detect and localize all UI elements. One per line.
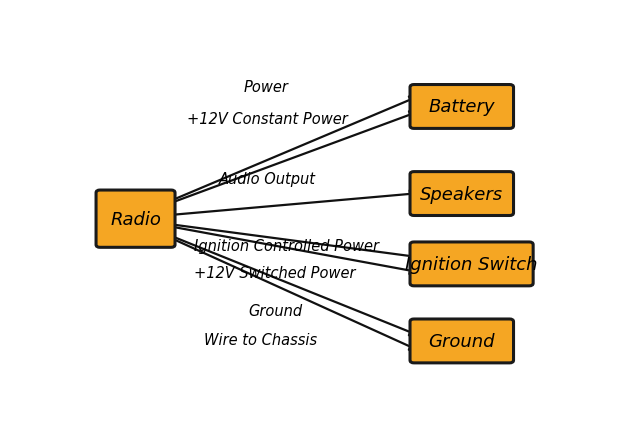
Text: Ground: Ground [429,332,495,350]
Text: Battery: Battery [429,98,495,116]
FancyBboxPatch shape [410,172,513,216]
FancyBboxPatch shape [96,191,175,248]
Text: Radio: Radio [110,210,161,228]
FancyBboxPatch shape [410,319,513,363]
Text: Audio Output: Audio Output [219,171,316,187]
Text: Ignition Controlled Power: Ignition Controlled Power [194,238,379,253]
Text: +12V Constant Power: +12V Constant Power [187,112,348,126]
Text: +12V Switched Power: +12V Switched Power [194,265,356,280]
Text: Ground: Ground [248,304,303,319]
FancyBboxPatch shape [410,243,533,286]
Text: Speakers: Speakers [420,185,503,203]
Text: Power: Power [244,80,289,95]
FancyBboxPatch shape [410,85,513,129]
Text: Wire to Chassis: Wire to Chassis [204,332,317,347]
Text: Ignition Switch: Ignition Switch [405,255,538,273]
